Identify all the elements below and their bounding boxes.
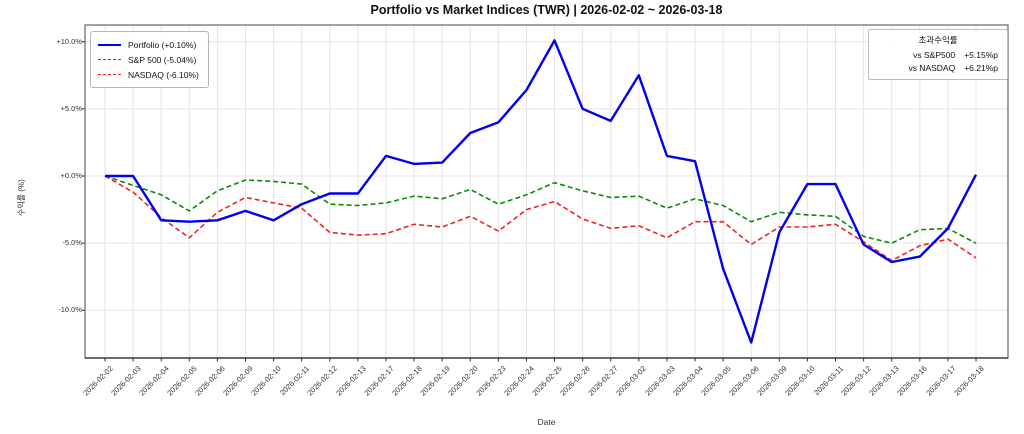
excess-nasdaq-label: vs NASDAQ [908, 62, 956, 73]
y-tick-label: +5.0% [60, 103, 82, 113]
y-axis-title: 수익률 (%) [17, 179, 26, 216]
legend-label-portfolio: Portfolio (+0.10%) [128, 39, 197, 50]
excess-sp500-label: vs S&P500 [913, 49, 956, 60]
legend-label-nasdaq: NASDAQ (-6.10%) [128, 69, 199, 80]
portfolio-line-sample [98, 43, 121, 46]
excess-return-row-nasdaq: vs NASDAQ +6.21%p [878, 61, 998, 74]
legend-item-portfolio: Portfolio (+0.10%) [98, 37, 199, 52]
portfolio-line [105, 39, 978, 344]
chart-title: Portfolio vs Market Indices (TWR) | 2026… [370, 3, 723, 17]
sp500-line [104, 175, 977, 244]
y-tick-label: -10.0% [58, 305, 82, 315]
nasdaq-line-sample [98, 74, 121, 75]
legend-label-sp500: S&P 500 (-5.04%) [128, 54, 197, 65]
excess-nasdaq-value: +6.21%p [964, 62, 998, 73]
nasdaq-line [104, 175, 977, 262]
excess-return-box: 초과수익률 vs S&P500 +5.15%p vs NASDAQ +6.21%… [868, 29, 1008, 80]
excess-return-row-sp500: vs S&P500 +5.15%p [878, 48, 998, 61]
legend-item-nasdaq: NASDAQ (-6.10%) [98, 67, 199, 82]
excess-return-title: 초과수익률 [918, 35, 958, 45]
y-tick-label: -5.0% [62, 238, 82, 248]
excess-sp500-value: +5.15%p [964, 49, 998, 60]
y-tick-label: +10.0% [56, 36, 82, 46]
legend: Portfolio (+0.10%) S&P 500 (-5.04%) NASD… [90, 31, 209, 88]
y-tick-label: +0.0% [60, 171, 82, 180]
sp500-line-sample [98, 59, 121, 60]
x-axis-title: Date [537, 417, 556, 427]
legend-item-sp500: S&P 500 (-5.04%) [98, 52, 199, 67]
